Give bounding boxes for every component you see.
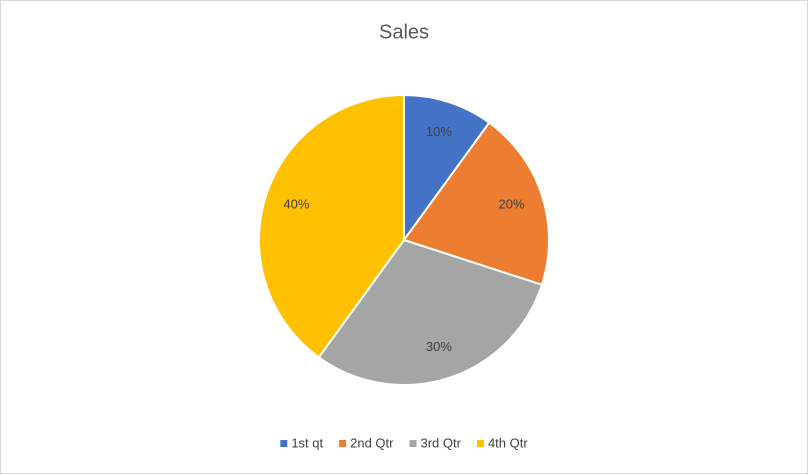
pie-slice xyxy=(403,93,491,244)
legend-swatch xyxy=(476,440,484,447)
legend-swatch xyxy=(339,440,347,447)
data-label: 20% xyxy=(499,196,525,211)
legend-label: 2nd Qtr xyxy=(350,435,394,450)
data-label: 40% xyxy=(283,196,309,211)
chart-title: Sales xyxy=(379,21,429,43)
data-label: 30% xyxy=(426,339,452,354)
legend-label: 4th Qtr xyxy=(488,435,528,450)
legend-label: 1st qt xyxy=(291,435,323,450)
legend-swatch xyxy=(280,440,288,447)
legend-swatch xyxy=(409,440,417,447)
pie-slice xyxy=(317,238,544,386)
legend-label: 3rd Qtr xyxy=(420,435,461,450)
pie-slice xyxy=(402,121,550,287)
pie-slice xyxy=(258,93,405,359)
data-label: 10% xyxy=(426,124,452,139)
